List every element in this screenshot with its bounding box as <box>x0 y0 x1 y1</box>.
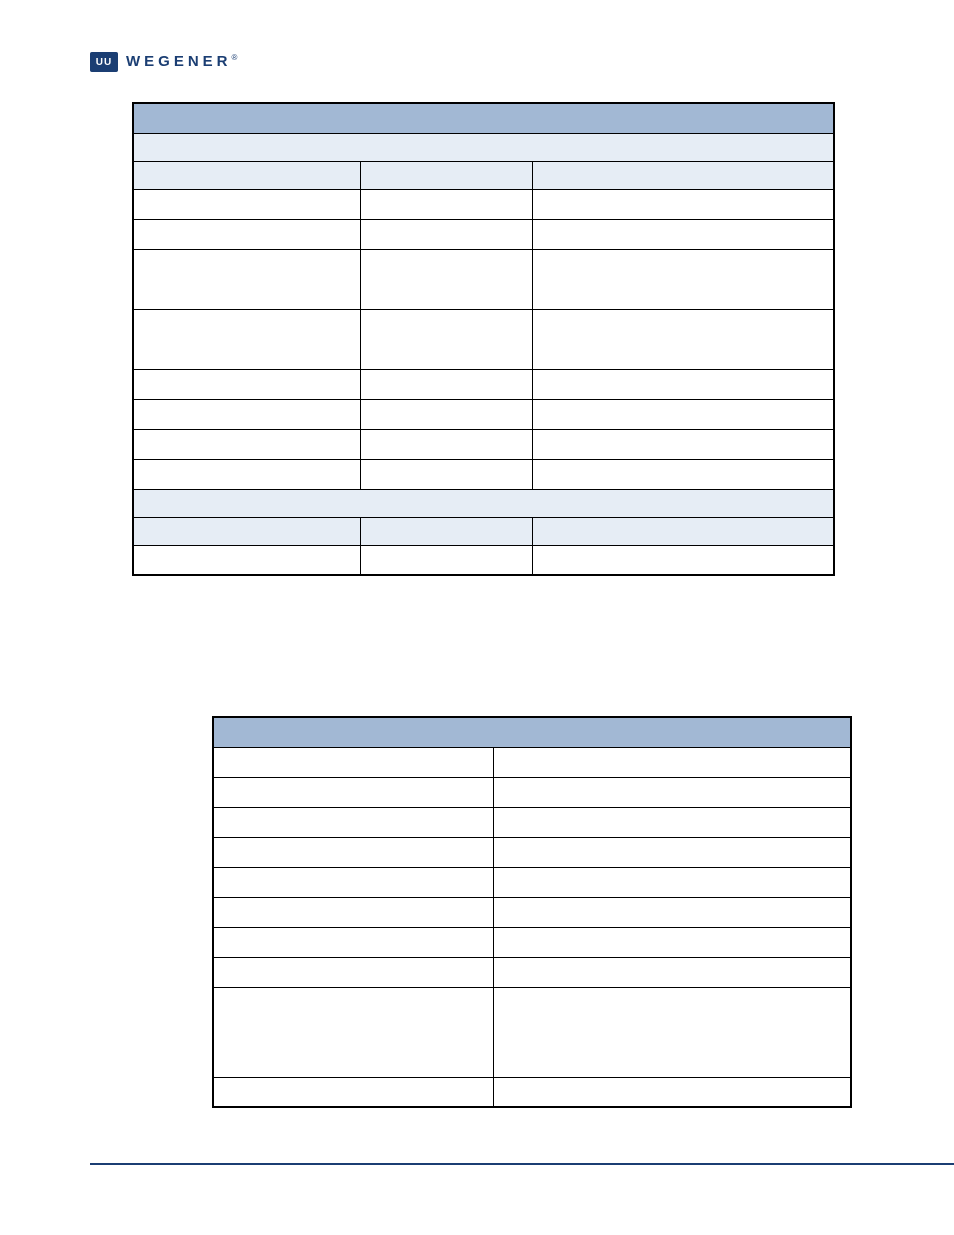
table-row <box>213 747 851 777</box>
table1-title <box>133 103 834 133</box>
table1-s2-col3 <box>533 517 834 545</box>
brand-logo: UU WEGENER® <box>90 52 864 72</box>
table1-s2-col1 <box>133 517 361 545</box>
table1-section2-header <box>133 489 834 517</box>
table-row <box>213 777 851 807</box>
table1-s2-col2 <box>361 517 533 545</box>
footer-rule <box>90 1163 954 1165</box>
table-row <box>213 957 851 987</box>
table1-s1-col1 <box>133 161 361 189</box>
table-row <box>133 429 834 459</box>
table-row <box>133 369 834 399</box>
table-row <box>213 927 851 957</box>
table-row <box>213 987 851 1077</box>
table-row <box>133 189 834 219</box>
table1-s1-col3 <box>533 161 834 189</box>
table-2 <box>212 716 852 1108</box>
table-row <box>133 309 834 369</box>
table-row <box>133 459 834 489</box>
table1-section1-header <box>133 133 834 161</box>
table-row <box>133 249 834 309</box>
table-row <box>133 545 834 575</box>
table2-title <box>213 717 851 747</box>
table-row <box>213 837 851 867</box>
table-row <box>133 219 834 249</box>
table1-s1-col2 <box>361 161 533 189</box>
table-row <box>213 1077 851 1107</box>
table-1 <box>132 102 835 576</box>
logo-text: WEGENER® <box>126 53 237 71</box>
table-row <box>213 807 851 837</box>
table-row <box>213 867 851 897</box>
logo-badge-icon: UU <box>90 52 118 72</box>
table-row <box>213 897 851 927</box>
table-row <box>133 399 834 429</box>
